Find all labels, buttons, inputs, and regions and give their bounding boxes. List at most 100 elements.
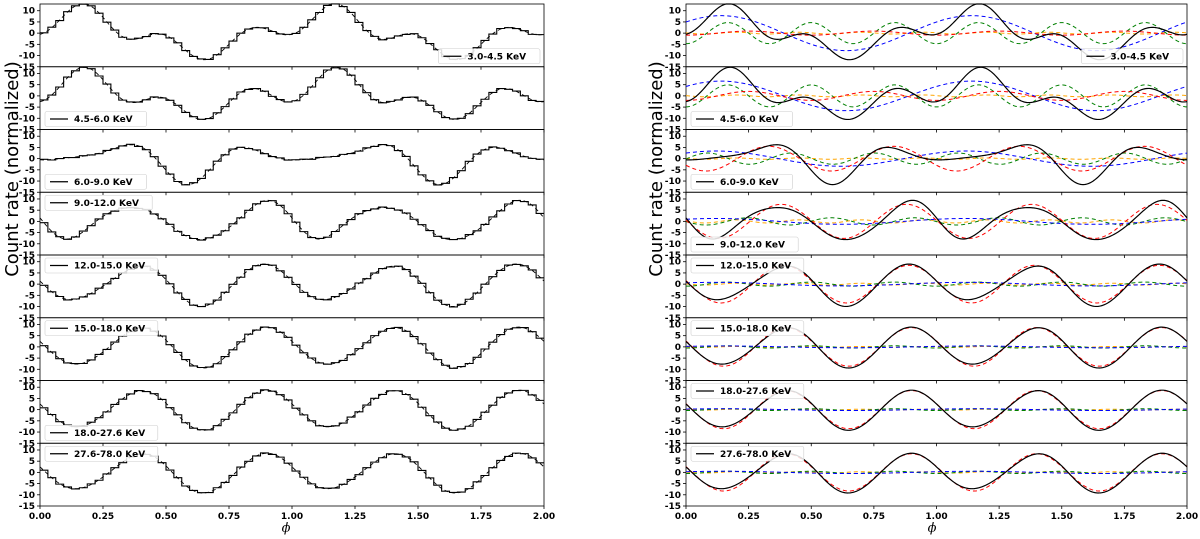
legend-label: 6.0-9.0 KeV bbox=[74, 178, 133, 188]
y-tick-label: 0 bbox=[29, 343, 35, 353]
series-fit-dashed bbox=[39, 66, 545, 120]
legend: 12.0-15.0 KeV bbox=[44, 257, 159, 274]
y-tick-label: -10 bbox=[665, 52, 681, 62]
y-tick-label: 0 bbox=[29, 29, 35, 39]
legend: 15.0-18.0 KeV bbox=[44, 320, 159, 337]
y-tick-label: 5 bbox=[29, 18, 35, 28]
x-tick-label: 1.25 bbox=[344, 512, 366, 522]
y-tick-label: -5 bbox=[25, 354, 35, 364]
y-tick-label: 0 bbox=[675, 29, 681, 39]
y-tick-label: -15 bbox=[19, 63, 35, 73]
legend-label: 15.0-18.0 KeV bbox=[720, 324, 791, 334]
legend-label: 12.0-15.0 KeV bbox=[74, 262, 145, 272]
y-tick-label: 10 bbox=[668, 258, 681, 268]
legend-label: 27.6-78.0 KeV bbox=[74, 450, 145, 460]
legend-label: 18.0-27.6 KeV bbox=[74, 429, 145, 439]
y-tick-label: 10 bbox=[668, 446, 681, 456]
y-tick-label: -15 bbox=[19, 188, 35, 198]
y-tick-label: 5 bbox=[29, 143, 35, 153]
y-tick-label: 10 bbox=[22, 446, 35, 456]
y-tick-label: 5 bbox=[675, 18, 681, 28]
legend: 27.6-78.0 KeV bbox=[44, 445, 159, 462]
right-x-axis-label: ϕ bbox=[928, 521, 937, 536]
x-tick-label: 1.75 bbox=[470, 512, 492, 522]
series-step-profile bbox=[40, 452, 544, 494]
legend: 3.0-4.5 KeV bbox=[438, 48, 541, 65]
y-tick-label: -15 bbox=[665, 188, 681, 198]
series-harmonic-2 bbox=[685, 390, 1188, 430]
y-tick-label: 0 bbox=[29, 92, 35, 102]
y-tick-label: -10 bbox=[19, 428, 35, 438]
legend: 9.0-12.0 KeV bbox=[690, 236, 799, 253]
y-tick-label: 0 bbox=[675, 280, 681, 290]
y-tick-label: -15 bbox=[19, 251, 35, 261]
y-tick-label: 10 bbox=[22, 132, 35, 142]
series-harmonic-3 bbox=[685, 152, 1188, 165]
y-tick-label: 0 bbox=[29, 406, 35, 416]
y-tick-label: -10 bbox=[665, 114, 681, 124]
y-tick-label: 10 bbox=[668, 132, 681, 142]
legend-label: 18.0-27.6 KeV bbox=[720, 387, 791, 397]
y-tick-label: -10 bbox=[665, 303, 681, 313]
left-y-axis-label: Count rate (normalized) bbox=[2, 61, 23, 277]
subplot: 10 50-5-10 -15 4.5-6.0 KeV bbox=[665, 66, 1188, 136]
y-tick-label: 5 bbox=[675, 143, 681, 153]
y-tick-label: 5 bbox=[675, 457, 681, 467]
legend-label: 27.6-78.0 KeV bbox=[720, 450, 791, 460]
y-tick-label: -15 bbox=[665, 126, 681, 136]
series-harmonic-3 bbox=[685, 22, 1188, 45]
y-tick-label: -15 bbox=[665, 314, 681, 324]
y-tick-label: -5 bbox=[671, 40, 681, 50]
legend-label: 4.5-6.0 KeV bbox=[74, 115, 133, 125]
x-tick-label: 0.25 bbox=[92, 512, 114, 522]
legend: 12.0-15.0 KeV bbox=[690, 257, 805, 274]
x-tick-label: 0.50 bbox=[155, 512, 177, 522]
legend-box bbox=[690, 320, 805, 337]
series-harmonic-3 bbox=[685, 84, 1188, 108]
y-tick-label: 5 bbox=[29, 269, 35, 279]
legend: 4.5-6.0 KeV bbox=[44, 111, 147, 127]
y-tick-label: 5 bbox=[675, 206, 681, 216]
y-tick-label: -5 bbox=[25, 417, 35, 427]
legend-label: 6.0-9.0 KeV bbox=[720, 178, 779, 188]
y-tick-label: -15 bbox=[19, 314, 35, 324]
y-tick-label: 5 bbox=[29, 332, 35, 342]
y-tick-label: 0 bbox=[675, 343, 681, 353]
x-tick-label: 0.50 bbox=[800, 512, 822, 522]
y-tick-label: 0 bbox=[675, 92, 681, 102]
y-tick-label: -5 bbox=[671, 417, 681, 427]
legend: 4.5-6.0 KeV bbox=[690, 111, 793, 127]
y-tick-label: -10 bbox=[19, 491, 35, 501]
series-harmonic-1 bbox=[685, 80, 1188, 112]
y-tick-label: 10 bbox=[22, 383, 35, 393]
y-tick-label: 5 bbox=[29, 394, 35, 404]
legend-label: 12.0-15.0 KeV bbox=[720, 262, 791, 272]
legend-box bbox=[44, 445, 159, 462]
legend-box bbox=[690, 236, 799, 253]
y-tick-label: 10 bbox=[22, 258, 35, 268]
y-tick-label: 0 bbox=[29, 217, 35, 227]
x-tick-label: 1.50 bbox=[1051, 512, 1073, 522]
x-tick-label: 1.25 bbox=[988, 512, 1010, 522]
legend-box bbox=[690, 173, 793, 190]
legend: 6.0-9.0 KeV bbox=[44, 173, 147, 190]
left-x-axis-label: ϕ bbox=[282, 521, 291, 536]
y-tick-label: 10 bbox=[22, 69, 35, 79]
x-tick-label: 2.00 bbox=[533, 512, 555, 522]
x-tick-label: 0.00 bbox=[675, 512, 697, 522]
y-tick-label: -15 bbox=[19, 377, 35, 387]
y-tick-label: -5 bbox=[671, 103, 681, 113]
y-tick-label: -10 bbox=[665, 240, 681, 250]
x-tick-label: 2.00 bbox=[1176, 512, 1198, 522]
series-harmonic-2 bbox=[685, 264, 1188, 304]
series-harmonic-3 bbox=[685, 217, 1188, 226]
subplot: 10 50-5-10 -15 15.0-18.0 KeV bbox=[19, 317, 545, 387]
y-tick-label: 5 bbox=[675, 332, 681, 342]
